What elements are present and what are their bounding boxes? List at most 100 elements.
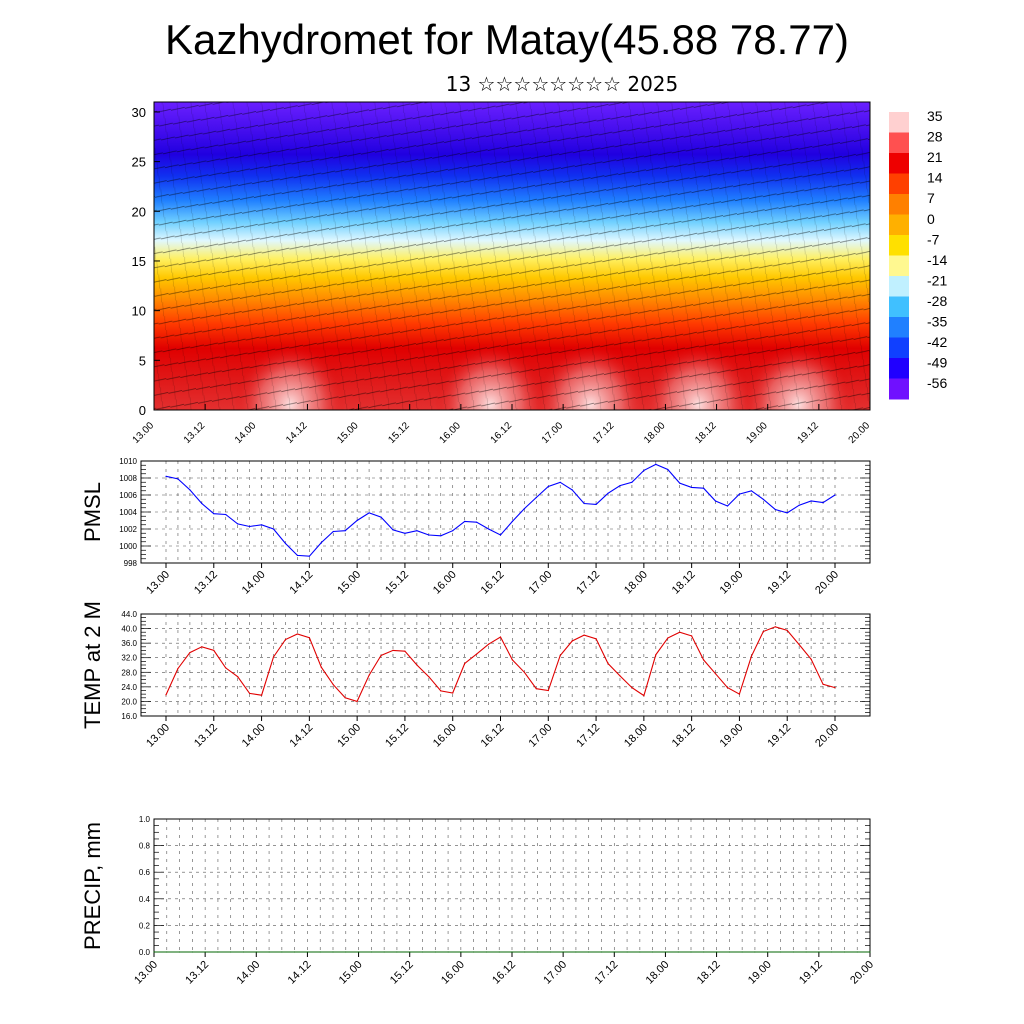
data-point [562,951,564,953]
x-tick-label: 15.00 [335,722,363,750]
data-point [409,951,411,953]
cross-section-panel: 0 5 10 15 20 25 30 13.00 13.12 14.00 14.12 15.00 15… [131,101,872,446]
data-point [201,646,203,648]
data-point [523,508,526,510]
x-tick-label: 17.00 [541,959,569,987]
data-point [204,951,206,953]
data-point [834,494,836,496]
colorbar-label: -7 [927,231,940,247]
colorbar-label: -56 [927,375,947,391]
data-point [447,951,449,953]
x-tick-label: 16.12 [479,569,507,597]
data-point [559,481,561,483]
data-point [255,951,257,953]
data-point [358,951,360,953]
data-point [834,687,836,689]
y-tick-label: 32.0 [121,654,137,663]
x-tick-label: 14.12 [288,569,316,597]
x-tick-label: 17.00 [526,722,554,750]
x-tick-label: 13.00 [132,959,160,987]
data-point [272,528,275,530]
colorbar-segment [889,153,909,174]
data-point [261,694,263,696]
data-point [488,528,490,530]
data-point [690,951,692,953]
data-point [738,693,741,695]
data-point [600,951,603,953]
y-axis-label: TEMP at 2 M [80,601,105,729]
colorbar-label: 35 [927,108,943,124]
x-tick-label: 15.00 [335,420,361,446]
y-tick-label: 1004 [119,508,137,517]
data-point [249,692,251,695]
y-tick-label: 0.6 [139,868,151,877]
data-point [691,635,693,637]
data-point [728,951,731,953]
data-point [306,951,308,953]
x-tick-label: 18.00 [622,569,650,597]
colorbar-label: 0 [927,211,935,227]
data-point [242,951,245,953]
y-tick-label: 25 [132,155,146,170]
colorbar-segment [889,337,909,359]
y-tick-label: 1010 [119,457,137,466]
data-point [571,489,573,491]
data-point [524,951,526,953]
data-point [217,951,219,953]
data-point [261,524,263,526]
panel-frame [140,460,871,564]
data-point [750,655,753,657]
colorbar-label: -14 [927,252,947,268]
data-point [716,951,718,953]
colorbar-segment [889,358,909,379]
data-point [179,951,181,953]
y-tick-label: 0.0 [139,948,151,957]
data-point [296,554,298,557]
x-tick-label: 15.12 [388,959,416,987]
x-tick-label: 18.12 [695,959,723,987]
data-point [643,695,645,697]
data-point [726,687,729,689]
data-point [786,512,788,514]
data-point [249,525,251,528]
x-tick-label: 13.00 [144,569,172,597]
data-point [691,486,693,488]
data-point [320,542,322,544]
data-point [639,951,641,953]
y-tick-label: 1.0 [139,815,151,824]
data-point [165,475,167,477]
data-point [370,951,372,953]
data-point [762,498,764,500]
data-point [805,951,807,953]
x-tick-label: 13.12 [183,959,211,987]
x-tick-label: 18.00 [642,420,668,446]
cross-section-y-axis: 0 5 10 15 20 25 30 [132,105,160,418]
data-point [473,951,475,953]
data-point [396,951,398,953]
data-point [380,654,382,657]
data-point [750,490,753,492]
data-point [822,502,824,504]
data-point [368,674,370,676]
data-point [356,519,358,522]
data-point [595,503,597,505]
x-tick-label: 17.00 [526,569,554,597]
wind-vector-overlay [154,102,870,410]
data-point [810,658,812,660]
x-tick-label: 16.12 [490,959,518,987]
data-point [332,684,334,686]
colorbar-label: 7 [927,190,935,206]
y-tick-label: 1006 [119,491,137,500]
data-point [511,659,513,661]
data-point [818,951,820,953]
data-point [237,523,239,525]
data-point [767,951,769,953]
x-tick-label: 14.12 [288,722,316,750]
data-point [619,485,621,487]
data-point [810,500,812,502]
data-point [703,487,705,489]
x-tick-label: 14.00 [233,420,259,446]
data-point [703,659,705,661]
data-point [738,493,741,495]
y-tick-label: 1000 [119,542,137,551]
